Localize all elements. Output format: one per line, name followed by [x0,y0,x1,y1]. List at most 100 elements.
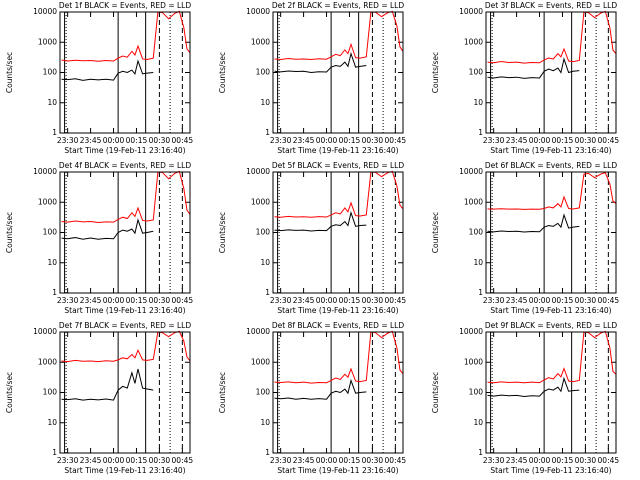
x-tick-label: 00:00 [529,296,551,305]
chart-title: Det 6f BLACK = Events, RED = LLD [485,161,618,170]
y-tick-label: 10 [47,418,57,427]
series-line [61,218,154,240]
y-tick-label: 10000 [33,167,57,176]
panel: Det 9f BLACK = Events, RED = LLD Start Ti… [431,321,619,475]
y-tick-label: 10000 [246,167,270,176]
plot-frame [59,331,191,454]
x-tick-label: 00:00 [316,136,338,145]
series-line [274,378,367,400]
x-tick-label: 00:00 [103,296,125,305]
x-tick-label: 00:00 [316,296,338,305]
y-tick-label: 1000 [38,37,57,46]
y-tick-label: 10 [473,418,483,427]
x-tick-label: 23:30 [57,456,79,465]
y-tick-label: 1 [478,128,483,137]
y-tick-label: 1000 [38,197,57,206]
chart-title: Det 4f BLACK = Events, RED = LLD [59,161,192,170]
x-tick-label: 23:45 [293,296,315,305]
y-tick-label: 1 [478,288,483,297]
y-tick-label: 1 [265,128,270,137]
y-tick-label: 1 [478,448,483,457]
y-tick-label: 100 [469,228,484,237]
x-tick-label: 00:15 [552,296,574,305]
series-line [274,10,403,60]
y-axis-label: Counts/sec [218,372,227,413]
y-tick-label: 100 [256,68,271,77]
y-tick-label: 100 [43,388,58,397]
x-tick-label: 23:45 [80,296,102,305]
x-tick-label: 23:30 [483,136,505,145]
panel: Det 7f BLACK = Events, RED = LLD Start Ti… [5,321,193,475]
x-tick-label: 23:30 [57,136,79,145]
plot-frame [485,11,617,134]
x-tick-label: 00:30 [149,136,171,145]
x-tick-label: 00:45 [172,456,194,465]
x-tick-label: 00:15 [126,296,148,305]
plot-frame [59,11,191,134]
y-tick-label: 10 [473,258,483,267]
x-axis-label: Start Time (19-Feb-11 23:16:40) [490,146,611,155]
y-tick-label: 10 [260,418,270,427]
panel: Det 8f BLACK = Events, RED = LLD Start Ti… [218,321,406,475]
y-tick-label: 1 [52,448,57,457]
x-tick-label: 23:30 [57,296,79,305]
y-tick-label: 1000 [464,37,483,46]
x-axis-label: Start Time (19-Feb-11 23:16:40) [490,466,611,475]
x-tick-label: 00:00 [103,136,125,145]
x-tick-label: 23:45 [80,136,102,145]
x-tick-label: 00:45 [172,296,194,305]
y-axis-label: Counts/sec [5,52,14,93]
y-tick-label: 10 [47,258,57,267]
x-tick-label: 00:15 [552,456,574,465]
x-tick-label: 00:30 [575,136,597,145]
x-tick-label: 00:30 [149,456,171,465]
y-tick-label: 10000 [459,327,483,336]
y-tick-label: 1 [265,448,270,457]
plot-frame [485,171,617,294]
plot-frame [272,171,404,294]
x-tick-label: 00:00 [529,456,551,465]
x-axis-label: Start Time (19-Feb-11 23:16:40) [64,306,185,315]
y-axis-label: Counts/sec [431,52,440,93]
y-tick-label: 10000 [459,167,483,176]
y-axis-label: Counts/sec [218,52,227,93]
y-tick-label: 100 [469,68,484,77]
x-tick-label: 00:15 [339,136,361,145]
y-tick-label: 100 [43,68,58,77]
x-tick-label: 00:15 [126,136,148,145]
y-tick-label: 1000 [464,357,483,366]
x-tick-label: 23:30 [483,296,505,305]
y-tick-label: 10000 [246,327,270,336]
x-axis-label: Start Time (19-Feb-11 23:16:40) [277,306,398,315]
series-line [61,368,154,401]
y-tick-label: 10 [47,98,57,107]
panel: Det 2f BLACK = Events, RED = LLD Start Ti… [218,1,406,155]
chart-title: Det 8f BLACK = Events, RED = LLD [272,321,405,330]
y-tick-label: 1000 [38,357,57,366]
x-tick-label: 23:45 [80,456,102,465]
y-tick-label: 10000 [459,7,483,16]
x-tick-label: 00:45 [385,296,407,305]
y-tick-label: 1000 [251,357,270,366]
y-axis-label: Counts/sec [5,372,14,413]
x-axis-label: Start Time (19-Feb-11 23:16:40) [64,466,185,475]
series-line [274,170,403,218]
x-axis-label: Start Time (19-Feb-11 23:16:40) [277,466,398,475]
series-line [61,10,190,62]
series-line [487,172,616,210]
y-tick-label: 100 [43,228,58,237]
panel: Det 1f BLACK = Events, RED = LLD Start Ti… [5,1,193,155]
y-tick-label: 100 [469,388,484,397]
x-tick-label: 00:45 [385,136,407,145]
series-line [61,330,190,363]
y-tick-label: 10000 [246,7,270,16]
chart-title: Det 1f BLACK = Events, RED = LLD [59,1,192,10]
x-axis-label: Start Time (19-Feb-11 23:16:40) [64,146,185,155]
x-tick-label: 00:00 [529,136,551,145]
x-tick-label: 00:00 [316,456,338,465]
panel: Det 5f BLACK = Events, RED = LLD Start Ti… [218,161,406,315]
x-tick-label: 00:30 [575,456,597,465]
x-tick-label: 00:15 [339,456,361,465]
y-tick-label: 100 [256,388,271,397]
x-tick-label: 00:30 [362,296,384,305]
